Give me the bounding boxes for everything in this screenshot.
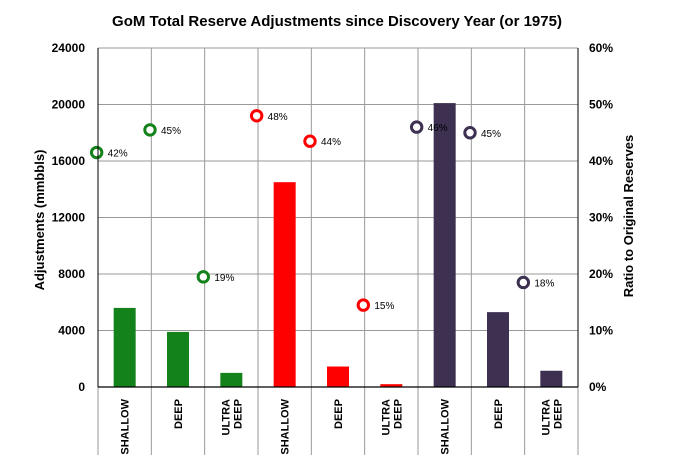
ratio-label: 19%	[214, 273, 234, 284]
ratio-marker	[196, 270, 211, 284]
bar	[220, 372, 243, 387]
bar	[540, 370, 563, 387]
ratio-marker	[303, 134, 317, 148]
ratio-label: 46%	[428, 123, 448, 134]
y-axis-title: Adjustments (mmbbls)	[32, 150, 47, 291]
y-tick-label: 16000	[52, 154, 86, 168]
grid	[97, 47, 579, 455]
category-label: DEEP	[552, 399, 564, 429]
y-tick-label: 20000	[52, 98, 86, 112]
ratio-marker	[463, 126, 477, 140]
category-label: ULTRA	[540, 399, 552, 436]
bar	[433, 103, 456, 388]
ratio-markers: 42% 45% 19% 48% 44% 15% 46% 45% 18%	[89, 109, 554, 312]
y2-tick-label: 30%	[589, 211, 613, 225]
ratio-label: 15%	[374, 301, 394, 312]
ratio-label: 45%	[161, 126, 181, 137]
bar	[487, 312, 509, 387]
y-tick-label: 8000	[58, 267, 85, 281]
bar	[273, 182, 296, 387]
category-label: SHALLOW	[280, 398, 292, 454]
category-label: SHALLOW	[440, 398, 452, 454]
category-label: DEEP	[173, 399, 185, 429]
chart-title: GoM Total Reserve Adjustments since Disc…	[112, 13, 562, 30]
category-labels: SHALLOW DEEP ULTRA DEEP SHALLOW DEEP ULTRA DEEP…	[120, 398, 565, 454]
y2-axis-title: Ratio to Original Reserves	[621, 135, 636, 298]
ratio-label: 44%	[321, 137, 341, 148]
category-label: DEEP	[333, 399, 345, 429]
bar	[327, 366, 349, 387]
category-label: DEEP	[493, 399, 505, 429]
bar	[167, 331, 189, 387]
ratio-marker	[409, 120, 424, 134]
plot-frame	[97, 48, 579, 388]
ratio-label: 18%	[534, 278, 554, 289]
ratio-marker	[143, 123, 157, 137]
ratio-marker	[249, 109, 264, 123]
left-axis-ticks: 0 4000 8000 12000 16000 20000 24000	[52, 41, 86, 394]
y2-tick-label: 20%	[589, 267, 613, 281]
y2-tick-label: 60%	[589, 41, 613, 55]
right-axis-ticks: 0% 10% 20% 30% 40% 50% 60%	[589, 41, 613, 394]
category-label: ULTRA	[220, 399, 232, 436]
category-label: DEEP	[232, 399, 244, 429]
bar	[380, 384, 403, 387]
category-label: SHALLOW	[120, 398, 132, 454]
category-label: ULTRA	[380, 399, 392, 436]
bars	[113, 103, 563, 388]
y2-tick-label: 10%	[589, 324, 613, 338]
y-tick-label: 12000	[52, 211, 86, 225]
ratio-marker	[89, 145, 104, 160]
y-tick-label: 24000	[52, 41, 86, 55]
y-tick-label: 0	[78, 380, 85, 394]
y2-tick-label: 0%	[589, 380, 607, 394]
ratio-marker	[356, 298, 371, 312]
ratio-label: 48%	[268, 112, 288, 123]
category-label: DEEP	[392, 399, 404, 429]
ratio-label: 42%	[108, 149, 128, 160]
ratio-marker	[516, 275, 531, 290]
bar	[113, 307, 136, 387]
y2-tick-label: 40%	[589, 154, 613, 168]
y2-tick-label: 50%	[589, 98, 613, 112]
y-tick-label: 4000	[58, 324, 85, 338]
ratio-label: 45%	[481, 129, 501, 140]
